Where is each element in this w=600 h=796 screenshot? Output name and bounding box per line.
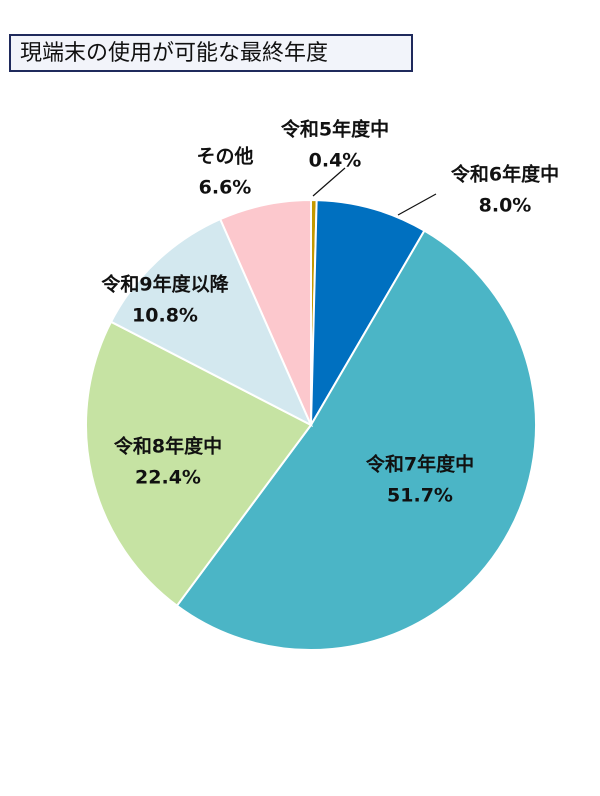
slice-value-label: 10.8% bbox=[132, 305, 198, 327]
slice-label: その他 bbox=[196, 145, 253, 168]
slice-value-label: 51.7% bbox=[387, 485, 453, 507]
slice-value-label: 22.4% bbox=[135, 467, 201, 489]
slice-label: 令和9年度以降 bbox=[101, 273, 229, 296]
slice-label: 令和6年度中 bbox=[451, 163, 559, 186]
chart-title: 現端末の使用が可能な最終年度 bbox=[20, 41, 328, 66]
slice-value-label: 6.6% bbox=[199, 177, 252, 199]
slice-label: 令和5年度中 bbox=[281, 118, 389, 141]
slice-value-label: 0.4% bbox=[309, 150, 362, 172]
title-box bbox=[9, 34, 413, 72]
pie-slice bbox=[109, 217, 314, 428]
pie-slice bbox=[85, 320, 313, 608]
leader-line bbox=[397, 193, 437, 216]
slice-label: 令和7年度中 bbox=[366, 453, 474, 476]
slice-value-label: 8.0% bbox=[479, 195, 532, 217]
slice-label: 令和8年度中 bbox=[114, 435, 222, 458]
pie-slice bbox=[310, 199, 426, 426]
leader-line bbox=[312, 167, 346, 197]
pie-slice bbox=[218, 198, 312, 426]
pie-slice bbox=[175, 229, 537, 651]
